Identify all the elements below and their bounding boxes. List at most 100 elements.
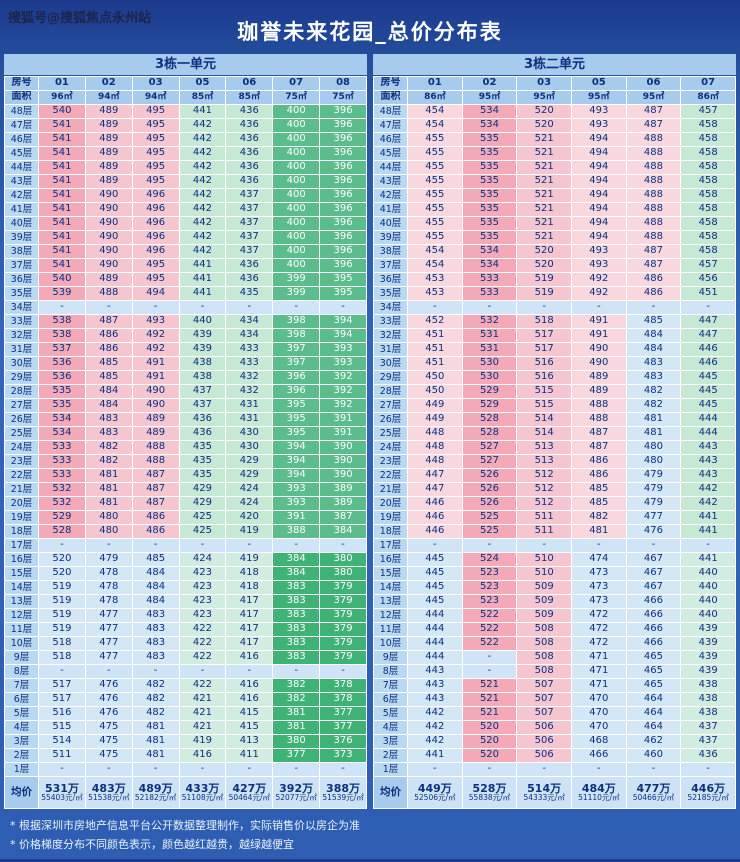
price-cell: 394 [319, 328, 367, 343]
price-cell: 421 [178, 692, 227, 707]
price-cell: 455 [407, 160, 463, 175]
floor-label: 1层 [373, 762, 408, 777]
price-cell: 446 [407, 524, 463, 539]
empty-cell: - [407, 762, 463, 777]
watermark: 搜狐号@搜狐焦点永州站 [8, 11, 152, 26]
price-cell: 381 [272, 720, 321, 735]
average-total: 433万 [185, 781, 220, 795]
price-cell: 444 [407, 622, 463, 637]
price-cell: 470 [570, 692, 627, 707]
floor-label: 17层 [4, 538, 39, 553]
price-cell: 417 [225, 622, 274, 637]
price-cell: 396 [319, 160, 367, 175]
price-cell: 387 [319, 510, 367, 525]
floor-label: 9层 [4, 650, 39, 665]
price-cell: 484 [131, 580, 180, 595]
price-cell: 421 [178, 706, 227, 721]
average-unit-price: 55838元/㎡ [468, 793, 511, 803]
floor-label: 40层 [373, 216, 408, 231]
price-cell: 466 [625, 594, 682, 609]
empty-cell: - [319, 664, 367, 679]
price-cell: 491 [570, 328, 627, 343]
price-cell: 447 [407, 468, 463, 483]
floor-label: 2层 [373, 748, 408, 763]
price-cell: 535 [461, 230, 518, 245]
price-cell: 437 [680, 734, 736, 749]
price-cell: 488 [570, 398, 627, 413]
price-cell: 526 [461, 468, 518, 483]
floor-label: 15层 [4, 566, 39, 581]
price-cell: 486 [570, 468, 627, 483]
price-cell: 511 [38, 748, 86, 763]
price-cell: 470 [570, 706, 627, 721]
floor-label: 16层 [4, 552, 39, 567]
price-cell: 520 [461, 720, 518, 735]
price-cell: 482 [84, 454, 133, 469]
price-cell: 377 [272, 748, 321, 763]
price-cell: 445 [407, 552, 463, 567]
price-cell: 390 [319, 468, 367, 483]
price-cell: 534 [461, 258, 518, 273]
price-cell: 480 [625, 440, 682, 455]
price-cell: 445 [407, 580, 463, 595]
price-cell: 446 [680, 356, 736, 371]
price-cell: 506 [516, 748, 572, 763]
price-cell: 516 [516, 356, 572, 371]
price-cell: 506 [516, 720, 572, 735]
price-cell: 455 [407, 188, 463, 203]
price-cell: 455 [407, 132, 463, 147]
price-cell: 467 [625, 566, 682, 581]
price-cell: 473 [570, 580, 627, 595]
price-cell: 485 [84, 370, 133, 385]
price-cell: 509 [516, 594, 572, 609]
floor-label: 14层 [373, 580, 408, 595]
footnote-legend: * 价格梯度分布不同颜色表示，颜色越红越贵，越绿越便宜 [10, 837, 294, 851]
price-cell: 541 [38, 118, 86, 133]
area-cell: 95㎡ [625, 90, 682, 105]
price-cell: 436 [225, 174, 274, 189]
floor-label: 6层 [4, 692, 39, 707]
price-cell: 518 [38, 636, 86, 651]
price-cell: 477 [84, 608, 133, 623]
price-cell: 532 [38, 482, 86, 497]
empty-cell: - [319, 762, 367, 777]
price-cell: 485 [570, 496, 627, 511]
price-cell: 493 [131, 314, 180, 329]
area-header: 面积 [373, 90, 408, 105]
price-cell: 486 [625, 286, 682, 301]
floor-label: 5层 [4, 706, 39, 721]
floor-label: 33层 [373, 314, 408, 329]
price-cell: 518 [516, 314, 572, 329]
area-cell: 85㎡ [178, 90, 227, 105]
floor-label: 4层 [373, 720, 408, 735]
floor-label: 11层 [4, 622, 39, 637]
price-cell: 530 [461, 356, 518, 371]
price-cell: 415 [225, 720, 274, 735]
price-cell: 534 [461, 104, 518, 119]
price-cell: 423 [178, 566, 227, 581]
price-cell: 474 [570, 552, 627, 567]
price-cell: 465 [625, 650, 682, 665]
price-cell: 484 [625, 342, 682, 357]
empty-cell: - [38, 300, 86, 315]
price-cell: 454 [407, 104, 463, 119]
price-cell: 536 [38, 356, 86, 371]
price-cell: 516 [38, 706, 86, 721]
price-cell: 521 [461, 692, 518, 707]
price-cell: 442 [407, 734, 463, 749]
price-cell: 400 [272, 230, 321, 245]
price-cell: 451 [407, 356, 463, 371]
price-cell: 379 [319, 608, 367, 623]
price-cell: 447 [680, 328, 736, 343]
empty-cell: - [461, 300, 518, 315]
price-cell: 515 [38, 720, 86, 735]
price-cell: 493 [570, 258, 627, 273]
price-cell: 521 [516, 174, 572, 189]
price-cell: 396 [319, 230, 367, 245]
price-cell: 538 [38, 314, 86, 329]
average-total: 528万 [472, 781, 507, 795]
empty-cell: - [225, 300, 274, 315]
price-cell: 508 [516, 636, 572, 651]
price-cell: 377 [319, 720, 367, 735]
floor-label: 24层 [4, 440, 39, 455]
